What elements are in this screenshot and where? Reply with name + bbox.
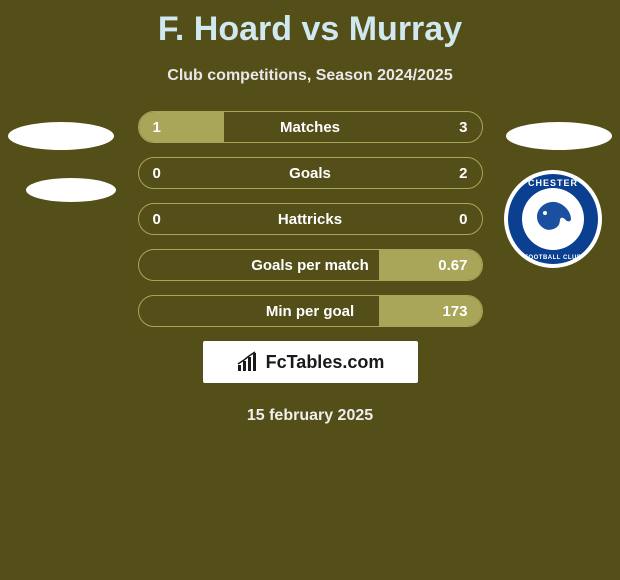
stat-label: Goals	[139, 165, 482, 182]
stat-row-hattricks: 0 Hattricks 0	[138, 203, 483, 235]
stat-value-right: 0	[459, 211, 467, 228]
stat-value-right: 2	[459, 165, 467, 182]
stat-label: Min per goal	[139, 303, 482, 320]
stat-label: Matches	[139, 119, 482, 136]
brand-box[interactable]: FcTables.com	[203, 341, 418, 383]
stat-row-matches: 1 Matches 3	[138, 111, 483, 143]
stat-row-mpg: Min per goal 173	[138, 295, 483, 327]
stat-value-right: 3	[459, 119, 467, 136]
page-subtitle: Club competitions, Season 2024/2025	[0, 67, 620, 85]
stat-label: Goals per match	[139, 257, 482, 274]
stat-row-goals: 0 Goals 2	[138, 157, 483, 189]
page-title: F. Hoard vs Murray	[0, 0, 620, 49]
stat-label: Hattricks	[139, 211, 482, 228]
comparison-content: 1 Matches 3 0 Goals 2 0 Hattricks 0 Goal…	[0, 111, 620, 425]
stat-row-gpm: Goals per match 0.67	[138, 249, 483, 281]
stat-value-right: 0.67	[438, 257, 467, 274]
brand-chart-icon	[236, 351, 262, 373]
brand-text: FcTables.com	[266, 352, 385, 373]
stat-value-right: 173	[442, 303, 467, 320]
date-line: 15 february 2025	[0, 407, 620, 425]
stat-rows: 1 Matches 3 0 Goals 2 0 Hattricks 0 Goal…	[138, 111, 483, 327]
